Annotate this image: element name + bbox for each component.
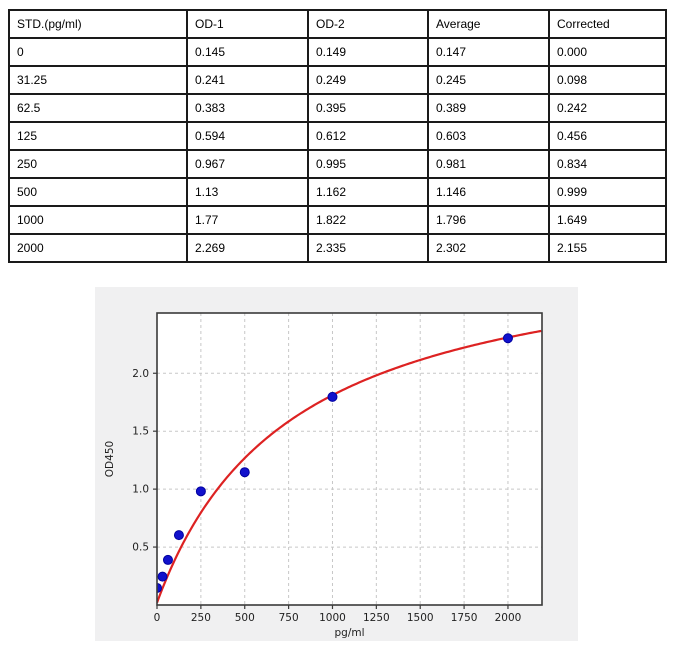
x-tick-label: 0 — [154, 612, 161, 624]
table-cell: 1.796 — [427, 205, 550, 235]
fit-curve — [157, 329, 542, 604]
y-tick-label: 2.0 — [132, 368, 149, 380]
table-cell: 0.981 — [427, 149, 550, 179]
table-cell: 0.999 — [548, 177, 667, 207]
table-cell: 1.822 — [307, 205, 429, 235]
table-cell: 0.242 — [548, 93, 667, 123]
table-cell: 62.5 — [8, 93, 188, 123]
table-cell: 0.149 — [307, 37, 429, 67]
data-point — [239, 467, 250, 478]
data-point — [327, 391, 338, 402]
table-cell: 0.098 — [548, 65, 667, 95]
data-point — [195, 486, 206, 497]
table-cell: 0.395 — [307, 93, 429, 123]
table-header-cell: OD-1 — [186, 9, 309, 39]
table-cell: 2.155 — [548, 233, 667, 263]
table-header-row: STD.(pg/ml) OD-1 OD-2 Average Corrected — [8, 9, 667, 39]
table-cell: 0.383 — [186, 93, 309, 123]
plot-border — [156, 312, 543, 606]
x-tick-label: 1000 — [319, 612, 346, 624]
table-cell: 0.249 — [307, 65, 429, 95]
table-cell: 500 — [8, 177, 188, 207]
standards-table: STD.(pg/ml) OD-1 OD-2 Average Corrected 0 0.1… — [8, 9, 667, 263]
x-axis-label: pg/ml — [334, 627, 364, 639]
data-point — [157, 582, 162, 593]
x-tick-label: 500 — [235, 612, 255, 624]
table-row: 62.5 0.383 0.395 0.389 0.242 — [8, 93, 667, 123]
x-tick-label: 1500 — [407, 612, 434, 624]
x-tick-label: 250 — [191, 612, 211, 624]
table-cell: 0.456 — [548, 121, 667, 151]
data-point — [162, 554, 173, 565]
x-tick-label: 2000 — [495, 612, 522, 624]
table-cell: 0.603 — [427, 121, 550, 151]
table-cell: 0.834 — [548, 149, 667, 179]
x-tick-label: 1250 — [363, 612, 390, 624]
table-cell: 125 — [8, 121, 188, 151]
y-axis-label: OD450 — [104, 441, 116, 477]
x-tick-label: 1750 — [451, 612, 478, 624]
standard-curve-svg: 0 250 500 750 1000 1250 1500 1750 2000 0.5 1.0 1.5 2… — [104, 312, 543, 639]
y-tick-label: 1.5 — [132, 426, 149, 438]
table-cell: 2.302 — [427, 233, 550, 263]
table-cell: 1.13 — [186, 177, 309, 207]
table-cell: 0.000 — [548, 37, 667, 67]
table-row: 1000 1.77 1.822 1.796 1.649 — [8, 205, 667, 235]
table-header-cell: Corrected — [548, 9, 667, 39]
table-cell: 2.269 — [186, 233, 309, 263]
table-row: 250 0.967 0.995 0.981 0.834 — [8, 149, 667, 179]
table-cell: 0 — [8, 37, 188, 67]
y-tick-label: 0.5 — [132, 542, 149, 554]
table-cell: 0.241 — [186, 65, 309, 95]
data-point — [173, 530, 184, 541]
data-point — [157, 571, 168, 582]
table-cell: 0.594 — [186, 121, 309, 151]
table-row: 0 0.145 0.149 0.147 0.000 — [8, 37, 667, 67]
table-cell: 1000 — [8, 205, 188, 235]
table-cell: 1.146 — [427, 177, 550, 207]
table-cell: 1.162 — [307, 177, 429, 207]
table-cell: 0.612 — [307, 121, 429, 151]
x-tick-label: 750 — [279, 612, 299, 624]
table-cell: 2.335 — [307, 233, 429, 263]
table-cell: 250 — [8, 149, 188, 179]
table-cell: 0.145 — [186, 37, 309, 67]
table-cell: 0.389 — [427, 93, 550, 123]
table-cell: 0.995 — [307, 149, 429, 179]
table-cell: 31.25 — [8, 65, 188, 95]
table-row: 500 1.13 1.162 1.146 0.999 — [8, 177, 667, 207]
table-cell: 2000 — [8, 233, 188, 263]
table-cell: 1.77 — [186, 205, 309, 235]
plot-area — [157, 313, 542, 605]
table-cell: 0.245 — [427, 65, 550, 95]
table-row: 31.25 0.241 0.249 0.245 0.098 — [8, 65, 667, 95]
table-cell: 1.649 — [548, 205, 667, 235]
table-row: 2000 2.269 2.335 2.302 2.155 — [8, 233, 667, 263]
y-tick-label: 1.0 — [132, 484, 149, 496]
table-row: 125 0.594 0.612 0.603 0.456 — [8, 121, 667, 151]
table-cell: 0.147 — [427, 37, 550, 67]
standard-curve-chart: 0 250 500 750 1000 1250 1500 1750 2000 0.5 1.0 1.5 2… — [95, 287, 578, 641]
data-points — [157, 333, 513, 593]
data-point — [502, 333, 513, 344]
table-header-cell: STD.(pg/ml) — [8, 9, 188, 39]
table-header-cell: Average — [427, 9, 550, 39]
table-header-cell: OD-2 — [307, 9, 429, 39]
table-cell: 0.967 — [186, 149, 309, 179]
